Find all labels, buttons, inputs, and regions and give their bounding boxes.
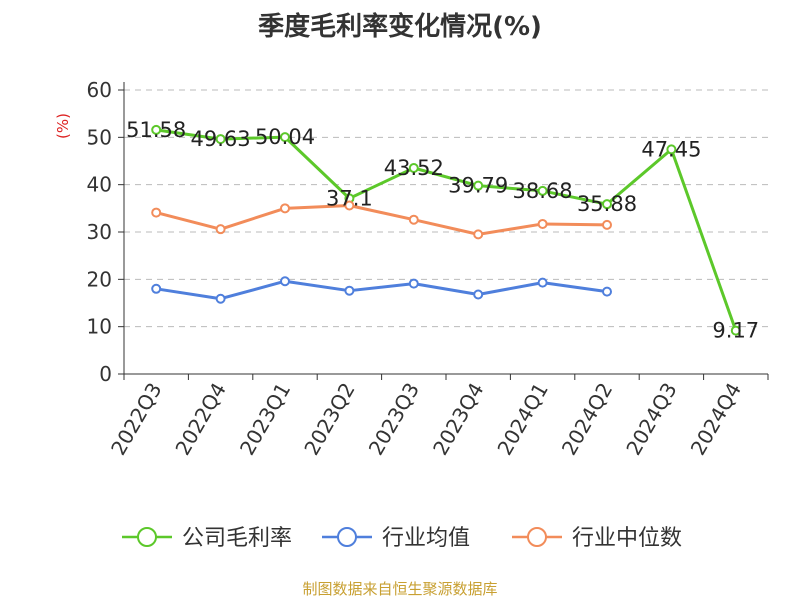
y-tick-label: 20 [87, 267, 112, 291]
data-point [280, 203, 290, 214]
y-tick-label: 40 [87, 173, 112, 197]
series-lines [151, 124, 741, 336]
data-point [280, 132, 290, 143]
x-tick-label: 2024Q4 [686, 379, 746, 460]
x-tick-label: 2023Q4 [428, 379, 488, 460]
y-tick-label: 0 [99, 362, 112, 386]
legend-marker [527, 527, 547, 547]
x-tick-label: 2024Q3 [621, 379, 681, 460]
data-label: 47.45 [641, 137, 701, 161]
series-line-1 [155, 279, 608, 301]
legend-item-label: 行业中位数 [572, 526, 682, 551]
data-label: 51.58 [126, 118, 186, 142]
data-point [537, 277, 548, 288]
x-tick-label: 2023Q3 [364, 379, 424, 460]
data-label: 9.17 [712, 319, 759, 343]
data-point [537, 218, 548, 229]
data-point [280, 276, 290, 287]
y-tick-label: 10 [87, 315, 112, 339]
x-tick-label: 2022Q4 [170, 379, 230, 460]
legend-marker [337, 527, 357, 547]
series-line-2 [155, 203, 608, 236]
y-axis-label: (%) [54, 113, 72, 139]
x-tick-label: 2024Q2 [557, 379, 617, 460]
data-label: 39.79 [448, 174, 508, 198]
data-label: 50.04 [255, 125, 315, 149]
legend-marker [137, 527, 157, 547]
data-point [666, 144, 677, 155]
series-line-0 [155, 128, 738, 332]
data-label: 43.52 [384, 156, 444, 180]
data-point [151, 283, 162, 294]
data-label: 37.1 [326, 186, 373, 210]
data-point [408, 214, 419, 225]
x-tick-label: 2022Q3 [106, 379, 166, 460]
data-point [215, 293, 226, 304]
data-label: 35.88 [577, 192, 637, 216]
data-label: 38.68 [513, 179, 573, 203]
x-tick-label: 2024Q1 [492, 379, 552, 460]
x-tick-label: 2023Q1 [235, 379, 295, 460]
legend-item-label: 行业均值 [382, 526, 470, 551]
data-point [215, 134, 226, 145]
data-point [473, 180, 484, 191]
data-point [344, 200, 355, 211]
chart-title: 季度毛利率变化情况(%) [258, 12, 542, 42]
legend: 公司毛利率 行业均值 行业中位数 [122, 526, 682, 551]
data-point [602, 219, 612, 230]
data-point [215, 224, 226, 235]
data-point [730, 325, 741, 336]
y-tick-label: 50 [87, 125, 112, 149]
legend-item-label: 公司毛利率 [182, 526, 292, 551]
data-point [151, 124, 162, 135]
data-point [602, 199, 612, 210]
data-point [408, 163, 419, 174]
data-label: 49.63 [191, 127, 251, 151]
data-point [344, 285, 355, 296]
y-tick-label: 30 [87, 220, 112, 244]
source-note: 制图数据来自恒生聚源数据库 [302, 580, 498, 598]
y-tick-label: 60 [87, 78, 112, 102]
data-point [473, 229, 484, 240]
data-point [151, 207, 162, 218]
grid-lines [124, 89, 768, 328]
x-tick-label: 2023Q2 [299, 379, 359, 460]
data-point [537, 185, 548, 196]
data-point [473, 289, 484, 300]
data-point [408, 278, 419, 289]
data-point [602, 286, 612, 297]
